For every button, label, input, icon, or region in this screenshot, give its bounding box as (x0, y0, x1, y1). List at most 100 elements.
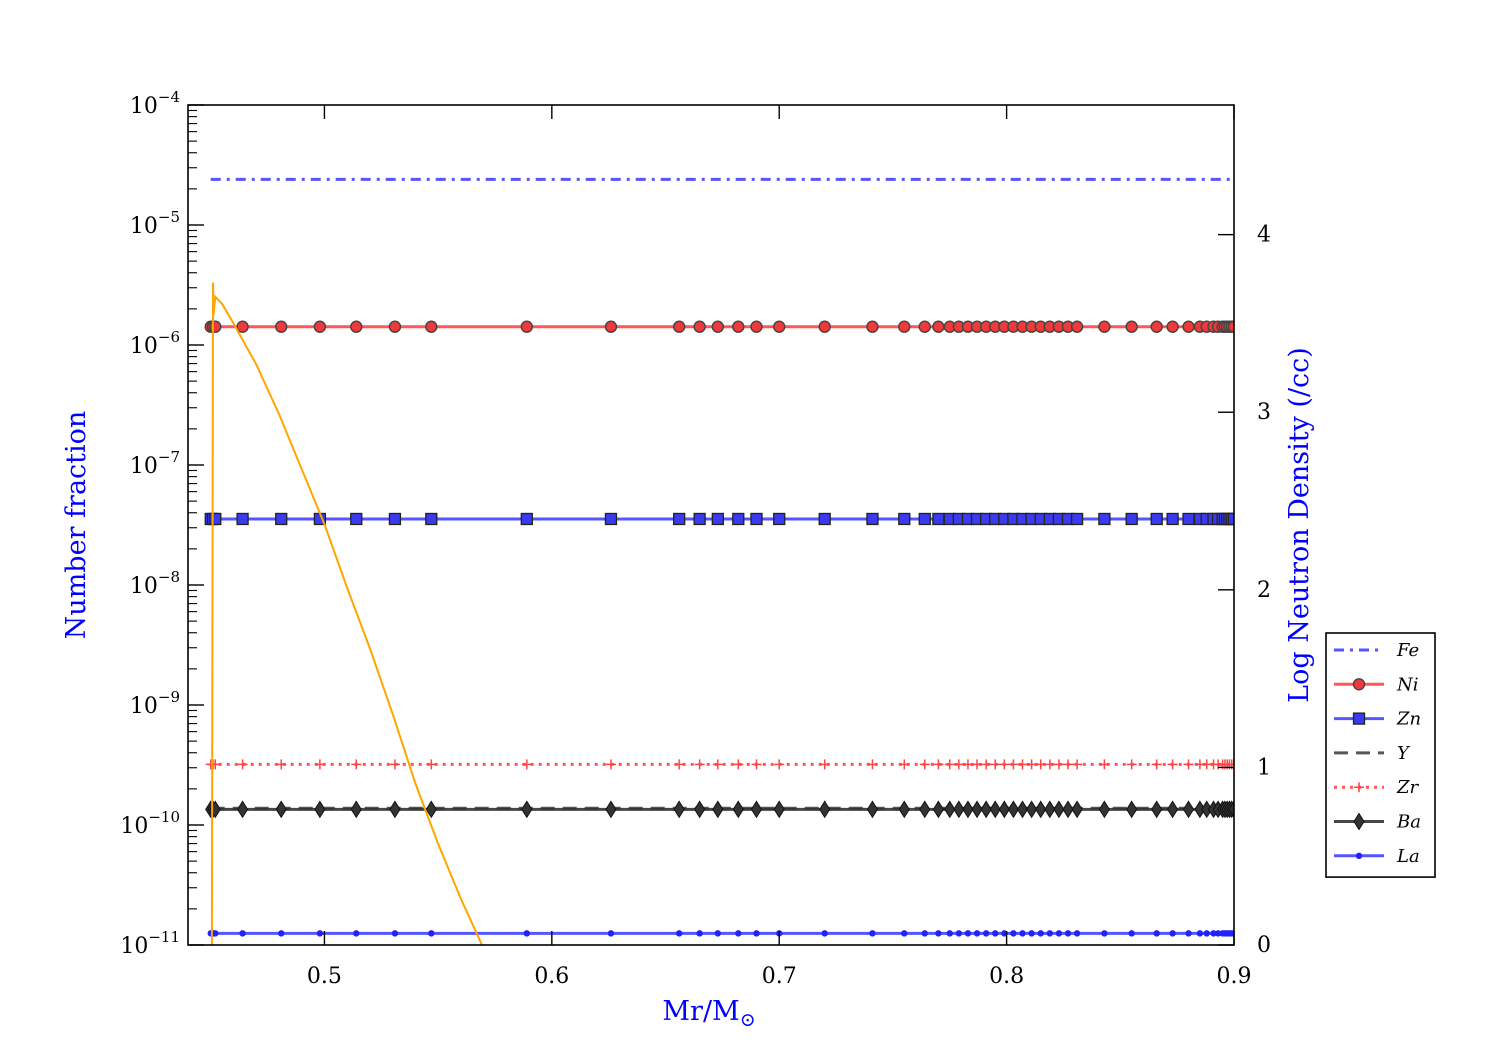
series-point-zr (389, 759, 400, 770)
series-zn (204, 512, 1234, 526)
series-point-ni (750, 320, 763, 333)
series-point-la (353, 930, 360, 937)
series-point-zr (1151, 759, 1162, 770)
series-point-ba (1167, 800, 1179, 819)
series-point-la (821, 930, 828, 937)
legend: Fe Ni Zn Y Zr Ba La (1325, 632, 1436, 878)
series-point-zr (774, 759, 785, 770)
series-point-zn (773, 512, 786, 526)
series-point-la (1019, 930, 1026, 937)
series-point-zr (1044, 759, 1055, 770)
series-point-la (1214, 930, 1222, 937)
series-point-la (753, 930, 760, 937)
series-point-zn (1227, 512, 1234, 526)
series-point-zn (918, 512, 931, 526)
series-point-zn (1098, 512, 1111, 526)
legend-swatch-marker (1355, 852, 1363, 859)
series-point-ba (694, 800, 706, 819)
legend-entry-ba: Ba (1334, 812, 1421, 833)
series-point-zn (520, 512, 533, 526)
legend-entry-fe: Fe (1334, 640, 1419, 661)
series-point-ni (1125, 320, 1138, 333)
series-point-la (428, 930, 435, 937)
y-left-tick-label: 10−7 (130, 448, 180, 479)
series-point-ba (1053, 800, 1065, 819)
series-point-ba (1098, 800, 1110, 819)
series-point-ni (520, 320, 534, 333)
series-point-la (239, 930, 246, 937)
legend-label: Fe (1396, 640, 1419, 661)
series-point-zn (275, 512, 288, 526)
series-point-ba (998, 800, 1010, 819)
series-point-ba (1228, 800, 1234, 819)
series-point-ba (1182, 800, 1195, 819)
series-point-ni (711, 320, 725, 333)
series-point-zn (236, 512, 249, 526)
series-point-ba (673, 800, 685, 819)
series-point-zr (919, 759, 930, 770)
series-point-la (735, 930, 742, 937)
series-point-la (1046, 930, 1054, 937)
series-point-ba (773, 800, 785, 819)
series-point-ba (962, 800, 974, 819)
series-point-zr (605, 759, 616, 770)
series-point-ba (1126, 800, 1138, 819)
legend-label: Y (1397, 743, 1411, 764)
series-point-zr (1126, 759, 1137, 770)
series-point-zn (732, 512, 745, 526)
series-point-zn (898, 512, 911, 526)
series-point-zn (711, 512, 724, 526)
series-point-ba (1151, 800, 1163, 819)
series-point-la (1101, 930, 1108, 937)
series-point-zn (209, 512, 222, 526)
series-zr (205, 759, 1234, 770)
series-point-ni (866, 320, 879, 333)
series-point-la (869, 930, 876, 937)
series-point-ba (953, 800, 965, 819)
series-point-zr (990, 759, 1001, 770)
series-point-ni (773, 320, 786, 333)
series-point-ba (1062, 800, 1074, 819)
legend-entry-zr: Zr (1334, 777, 1420, 798)
series-la (207, 930, 1234, 937)
series-point-zn (1125, 512, 1138, 526)
series-point-ni (604, 320, 618, 333)
series-point-la (1064, 930, 1072, 937)
series-point-ba (750, 800, 763, 819)
series-point-la (316, 930, 324, 937)
series-point-ni (275, 320, 288, 333)
series-point-ba (989, 800, 1001, 819)
series-point-la (675, 930, 683, 937)
series-point-la (523, 930, 531, 937)
series-point-la (1073, 930, 1081, 937)
axes: 0.5 0.6 0.7 0.8 0.9 10−11 10−10 10−9 10−8 10−7 10−… (120, 88, 1271, 989)
series-point-zn (818, 512, 831, 526)
series-point-ni (918, 320, 931, 333)
series-point-zr (972, 759, 983, 770)
y-right-tick-label: 3 (1257, 400, 1271, 425)
series-point-zr (933, 759, 944, 770)
series-point-ni (818, 320, 831, 333)
series-point-zr (1072, 759, 1083, 770)
series-point-ni (693, 320, 706, 333)
x-tick-label: 0.5 (307, 964, 342, 989)
series-point-ni (898, 320, 911, 333)
series-point-ba (971, 800, 983, 819)
series-point-zn (673, 512, 686, 526)
neutron-density-line (210, 282, 484, 945)
series-point-zn (388, 512, 402, 526)
series-point-zr (819, 759, 830, 770)
x-tick-label: 0.7 (762, 964, 797, 989)
series-point-ba (1044, 800, 1056, 819)
series-point-ba (1071, 800, 1083, 819)
legend-label: Ba (1396, 812, 1421, 833)
series-point-zr (1229, 759, 1234, 770)
series-point-zr (694, 759, 705, 770)
series-point-la (955, 930, 963, 937)
series-point-zr (1099, 759, 1110, 770)
y-left-tick-label: 10−5 (130, 208, 180, 239)
x-tick-label: 0.9 (1217, 964, 1252, 989)
legend-swatch-marker (1352, 678, 1366, 691)
series-point-la (696, 930, 703, 937)
series-point-ba (1016, 800, 1029, 819)
